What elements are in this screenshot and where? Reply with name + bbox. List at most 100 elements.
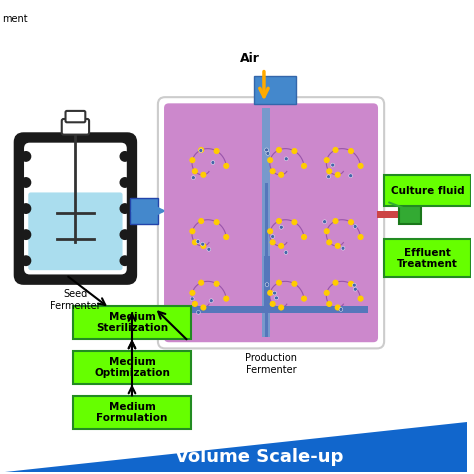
Circle shape <box>197 310 201 314</box>
Circle shape <box>278 243 284 249</box>
Circle shape <box>201 243 207 249</box>
Text: Volume Scale-up: Volume Scale-up <box>175 448 344 466</box>
Circle shape <box>201 304 207 310</box>
FancyBboxPatch shape <box>384 239 471 277</box>
Circle shape <box>223 234 229 240</box>
Circle shape <box>331 163 335 167</box>
Circle shape <box>199 149 203 153</box>
Text: Production
Fermenter: Production Fermenter <box>245 353 297 375</box>
Circle shape <box>21 230 31 239</box>
Circle shape <box>332 147 338 153</box>
Circle shape <box>357 234 364 240</box>
Circle shape <box>301 296 307 301</box>
FancyBboxPatch shape <box>28 192 123 270</box>
Circle shape <box>267 157 273 163</box>
Circle shape <box>192 301 198 307</box>
Circle shape <box>327 175 330 179</box>
Circle shape <box>207 247 211 251</box>
Circle shape <box>214 281 219 287</box>
Bar <box>262 108 270 337</box>
Circle shape <box>324 157 330 163</box>
Circle shape <box>265 283 269 287</box>
Circle shape <box>189 157 195 163</box>
Circle shape <box>196 240 200 244</box>
Text: Medium
Formulation: Medium Formulation <box>96 401 168 423</box>
Circle shape <box>348 281 354 287</box>
Circle shape <box>292 219 298 225</box>
Circle shape <box>214 148 219 154</box>
Circle shape <box>278 172 284 178</box>
Bar <box>264 256 270 313</box>
FancyBboxPatch shape <box>158 97 384 348</box>
Circle shape <box>120 178 129 187</box>
Text: Seed
Fermenter: Seed Fermenter <box>50 289 101 311</box>
Circle shape <box>357 296 364 301</box>
Circle shape <box>324 290 330 296</box>
Circle shape <box>189 228 195 234</box>
Text: Effluent
Treatment: Effluent Treatment <box>397 247 458 269</box>
Circle shape <box>323 220 327 224</box>
Circle shape <box>332 280 338 286</box>
Polygon shape <box>5 422 466 472</box>
FancyBboxPatch shape <box>65 111 85 122</box>
Circle shape <box>274 296 278 300</box>
Bar <box>174 306 368 313</box>
Circle shape <box>276 280 282 286</box>
Circle shape <box>349 174 353 178</box>
Circle shape <box>192 168 198 174</box>
Circle shape <box>326 168 332 174</box>
Circle shape <box>211 161 215 164</box>
Circle shape <box>120 204 129 213</box>
Circle shape <box>341 246 345 250</box>
Circle shape <box>191 297 194 301</box>
Circle shape <box>335 304 341 310</box>
Circle shape <box>21 178 31 187</box>
Circle shape <box>120 230 129 239</box>
Circle shape <box>284 157 288 161</box>
Circle shape <box>276 147 282 153</box>
Circle shape <box>192 239 198 246</box>
FancyBboxPatch shape <box>73 396 191 429</box>
FancyBboxPatch shape <box>399 205 421 224</box>
FancyBboxPatch shape <box>24 143 127 274</box>
Circle shape <box>324 228 330 234</box>
Circle shape <box>267 290 273 296</box>
Bar <box>377 211 401 218</box>
Circle shape <box>284 251 288 255</box>
Text: Medium
Optimization: Medium Optimization <box>94 356 170 378</box>
Circle shape <box>201 242 205 246</box>
Circle shape <box>276 218 282 224</box>
Circle shape <box>120 256 129 265</box>
Circle shape <box>348 148 354 154</box>
Circle shape <box>198 147 204 153</box>
Circle shape <box>292 148 298 154</box>
FancyBboxPatch shape <box>73 306 191 339</box>
Circle shape <box>198 218 204 224</box>
Circle shape <box>301 234 307 240</box>
FancyBboxPatch shape <box>73 351 191 384</box>
Circle shape <box>198 280 204 286</box>
Circle shape <box>301 163 307 169</box>
Circle shape <box>223 163 229 169</box>
FancyBboxPatch shape <box>254 76 295 104</box>
Bar <box>265 183 268 337</box>
Circle shape <box>335 172 341 178</box>
Circle shape <box>332 218 338 224</box>
Circle shape <box>120 152 129 161</box>
Circle shape <box>270 168 276 174</box>
Circle shape <box>210 299 213 302</box>
Circle shape <box>266 152 270 155</box>
Circle shape <box>352 283 356 287</box>
Text: Culture fluid: Culture fluid <box>391 186 465 196</box>
FancyBboxPatch shape <box>62 119 89 135</box>
Circle shape <box>357 163 364 169</box>
Circle shape <box>264 148 268 152</box>
FancyBboxPatch shape <box>164 103 378 342</box>
Circle shape <box>326 301 332 307</box>
Circle shape <box>223 296 229 301</box>
Circle shape <box>353 225 357 228</box>
Circle shape <box>270 239 276 246</box>
Text: Medium
Sterilization: Medium Sterilization <box>96 311 168 333</box>
Text: ment: ment <box>2 14 28 24</box>
Circle shape <box>21 152 31 161</box>
